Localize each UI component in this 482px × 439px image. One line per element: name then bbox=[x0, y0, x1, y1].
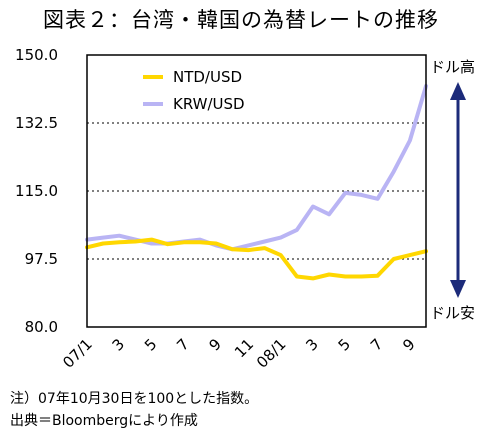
arrow-down-icon bbox=[450, 280, 466, 298]
y-tick-label: 132.5 bbox=[15, 114, 58, 132]
x-tick-label: 9 bbox=[399, 335, 418, 354]
x-tick-label: 08/1 bbox=[253, 335, 290, 372]
legend-label-krw: KRW/USD bbox=[173, 95, 245, 113]
y-tick-label: 115.0 bbox=[15, 182, 58, 200]
y-tick-label: 97.5 bbox=[25, 250, 58, 268]
annotation-dollar-strong: ドル高 bbox=[430, 58, 475, 76]
x-tick-label: 5 bbox=[141, 335, 160, 354]
chart-title: 図表２：台湾・韓国の為替レートの推移 bbox=[43, 8, 439, 32]
y-tick-label: 150.0 bbox=[15, 46, 58, 64]
x-tick-label: 7 bbox=[173, 335, 192, 354]
series-lines bbox=[85, 84, 428, 281]
series-line-krw bbox=[85, 84, 428, 252]
chart-note: 注）07年10月30日を100とした指数。 bbox=[10, 391, 259, 407]
legend-label-ntd: NTD/USD bbox=[173, 68, 242, 86]
gridlines bbox=[87, 122, 426, 260]
arrow-up-icon bbox=[450, 82, 466, 100]
x-tick-label: 3 bbox=[109, 335, 128, 354]
x-tick-label: 9 bbox=[205, 335, 224, 354]
plot-frame bbox=[86, 54, 427, 328]
chart-source: 出典＝Bloombergにより作成 bbox=[10, 413, 198, 429]
annotation-dollar-weak: ドル安 bbox=[430, 304, 475, 322]
x-tick-label: 5 bbox=[335, 335, 354, 354]
y-tick-label: 80.0 bbox=[25, 318, 58, 336]
y-axis-ticks: 150.0 132.5 115.0 97.5 80.0 bbox=[15, 46, 58, 336]
x-tick-label: 3 bbox=[302, 335, 321, 354]
x-tick-label: 07/1 bbox=[59, 335, 96, 372]
series-line-ntd bbox=[85, 237, 428, 281]
x-tick-label: 7 bbox=[367, 335, 386, 354]
